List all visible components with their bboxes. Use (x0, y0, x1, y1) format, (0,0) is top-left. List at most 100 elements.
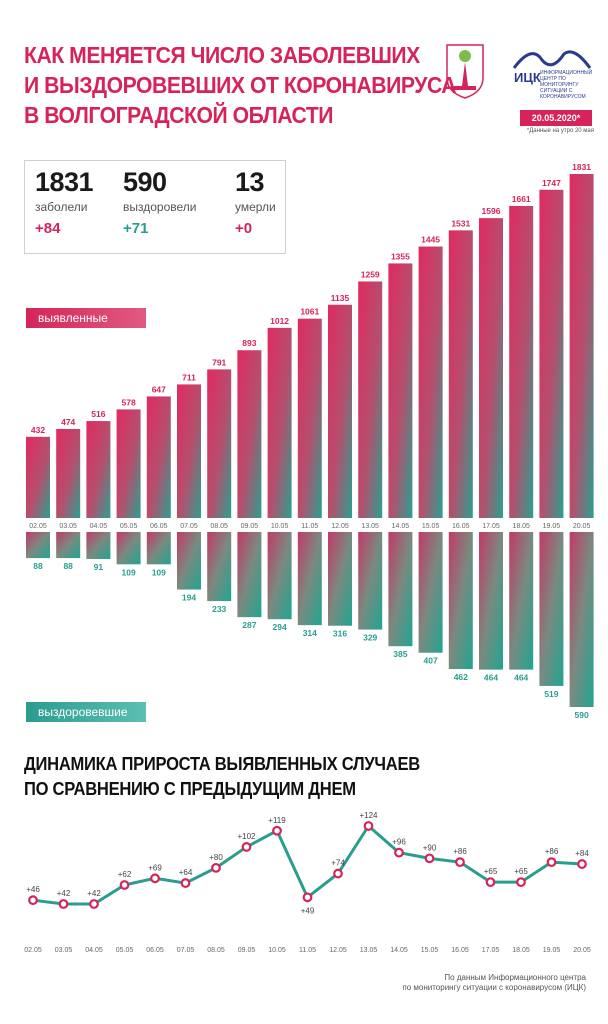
section-title: ДИНАМИКА ПРИРОСТА ВЫЯВЛЕННЫХ СЛУЧАЕВ ПО … (24, 752, 420, 802)
bar-cases (328, 304, 352, 518)
data-point (89, 899, 99, 909)
data-label: +64 (179, 868, 193, 877)
data-point (363, 821, 374, 831)
bar-recovered-label: 385 (393, 649, 407, 659)
footer-source: По данным Информационного центра по мони… (402, 973, 586, 993)
x-tick-label: 18.05 (512, 947, 530, 954)
bar-cases-label: 1531 (451, 218, 470, 228)
data-point (211, 862, 221, 873)
bar-recovered (539, 532, 564, 686)
x-tick-label: 08.05 (210, 523, 228, 530)
footer-line: По данным Информационного центра (444, 973, 586, 982)
stat-cases: 1831 заболели +84 (35, 167, 94, 237)
x-tick-label: 02.05 (24, 947, 42, 954)
stat-label: выздоровели (123, 200, 197, 214)
x-tick-label: 18.05 (512, 523, 530, 530)
volgograd-emblem-icon (446, 44, 484, 99)
bar-cases (569, 174, 594, 518)
x-tick-label: 20.05 (573, 947, 591, 954)
x-tick-label: 10.05 (268, 947, 286, 954)
bar-cases (177, 384, 201, 518)
x-tick-label: 12.05 (331, 523, 349, 530)
data-label: +102 (237, 832, 256, 841)
stat-value: 590 (123, 167, 167, 197)
data-point (455, 857, 465, 868)
x-tick-label: 19.05 (543, 523, 561, 530)
stat-delta: +71 (123, 220, 149, 237)
x-tick-label: 13.05 (361, 523, 379, 530)
title-line: В ВОЛГОГРАДСКОЙ ОБЛАСТИ (24, 102, 334, 128)
bar-recovered (177, 532, 201, 590)
bar-cases (207, 369, 232, 518)
data-label: +86 (545, 847, 559, 856)
bar-recovered (358, 532, 383, 630)
bar-recovered-label: 314 (303, 628, 317, 638)
x-tick-label: 13.05 (360, 947, 378, 954)
bar-cases-label: 474 (61, 417, 75, 427)
data-label: +65 (484, 867, 498, 876)
bar-recovered (509, 532, 534, 670)
data-point (394, 847, 404, 858)
bar-recovered-label: 294 (273, 622, 287, 632)
org-subtitle: ИНФОРМАЦИОННЫЙ ЦЕНТР ПО МОНИТОРИНГУ СИТУ… (540, 70, 593, 100)
data-point (485, 877, 496, 888)
bar-cases-label: 1831 (572, 162, 591, 172)
data-point (302, 892, 313, 903)
x-tick-label: 11.05 (301, 523, 318, 530)
x-tick-label: 04.05 (85, 947, 103, 954)
bar-cases-label: 1445 (421, 235, 440, 245)
data-point (546, 857, 557, 868)
bar-cases-label: 1259 (361, 269, 380, 279)
bar-recovered-label: 109 (152, 567, 166, 577)
bar-cases (539, 189, 564, 518)
bar-cases-label: 791 (212, 357, 226, 367)
bar-chart: 432 02.05 88 474 03.05 88 516 04.05 91 578 05.05 10… (26, 162, 594, 720)
bar-recovered (267, 532, 292, 620)
bar-recovered (297, 532, 322, 626)
bar-recovered-label: 233 (212, 604, 226, 614)
data-label: +80 (209, 853, 223, 862)
bar-recovered (448, 532, 473, 670)
x-tick-label: 08.05 (207, 947, 225, 954)
data-point (333, 868, 343, 879)
stat-delta: +84 (35, 220, 61, 237)
bar-recovered-label: 462 (454, 672, 468, 682)
data-label: +84 (575, 849, 589, 858)
title-line: КАК МЕНЯЕТСЯ ЧИСЛО ЗАБОЛЕВШИХ (24, 42, 420, 68)
bar-cases-label: 1747 (542, 178, 561, 188)
legend-cases: выявленные случаи (26, 308, 146, 345)
bar-cases (237, 350, 262, 518)
data-label: +124 (359, 811, 378, 820)
x-tick-label: 04.05 (90, 523, 108, 530)
bar-cases (267, 327, 292, 518)
section-title-line: ПО СРАВНЕНИЮ С ПРЕДЫДУЩИМ ДНЕМ (24, 779, 356, 799)
data-label: +65 (514, 867, 528, 876)
stat-value: 13 (235, 167, 265, 197)
data-label: +49 (301, 906, 315, 915)
bar-cases (479, 218, 503, 518)
bar-cases (56, 428, 81, 518)
data-point (180, 878, 191, 888)
bar-recovered-label: 464 (514, 673, 528, 683)
x-tick-label: 14.05 (392, 523, 410, 530)
data-point (516, 877, 526, 888)
bar-cases-label: 647 (152, 384, 166, 394)
bar-recovered (146, 532, 171, 565)
x-tick-label: 15.05 (421, 947, 439, 954)
stats-box: 1831 заболели +84 590 выздоровели +71 13… (24, 160, 286, 254)
date-note: *Данные на утро 20 мая (526, 128, 594, 134)
bar-recovered-label: 194 (182, 593, 196, 603)
title-line: И ВЫЗДОРОВЕВШИХ ОТ КОРОНАВИРУСА (24, 72, 457, 98)
x-tick-label: 16.05 (451, 947, 469, 954)
bar-recovered-label: 287 (242, 620, 256, 630)
bar-recovered (569, 532, 594, 707)
bar-cases (418, 246, 443, 518)
x-tick-label: 14.05 (390, 947, 408, 954)
footer-line: по мониторингу ситуации с коронавирусом … (402, 983, 586, 992)
x-tick-label: 12.05 (329, 947, 347, 954)
bar-cases-label: 1012 (270, 316, 289, 326)
x-tick-label: 10.05 (271, 523, 289, 530)
x-tick-label: 02.05 (29, 523, 47, 530)
data-label: +90 (423, 843, 437, 852)
bar-recovered-label: 88 (33, 561, 43, 571)
